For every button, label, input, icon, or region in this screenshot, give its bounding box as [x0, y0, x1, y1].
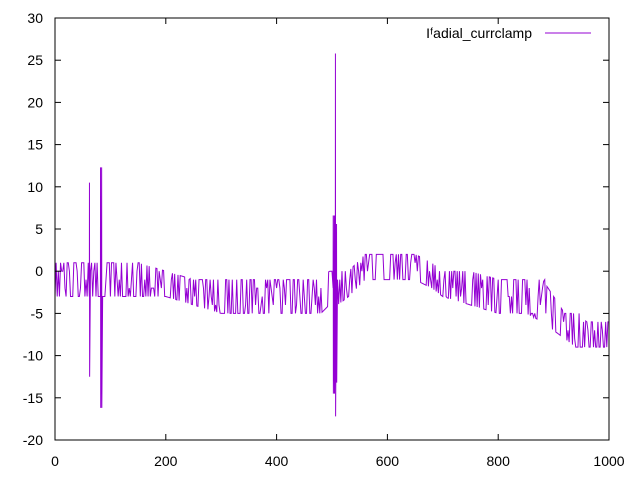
y-tick-label: 15: [27, 137, 43, 153]
x-tick-label: 400: [265, 453, 289, 469]
y-tick-label: 0: [35, 263, 43, 279]
y-tick-label: -20: [23, 432, 43, 448]
x-tick-label: 800: [487, 453, 511, 469]
y-tick-label: -5: [31, 305, 44, 321]
y-tick-label: 20: [27, 94, 43, 110]
series-line: [54, 53, 609, 417]
axes-layer: 0 200 400 600 800 1000 -20 -15 -10 -5 0 5 10 15 20 25 30: [23, 10, 625, 469]
y-tick-label: -10: [23, 348, 43, 364]
y-tick-label: 5: [35, 221, 43, 237]
y-tick-label: -15: [23, 390, 43, 406]
legend: Iᶠadial_currclamp: [426, 25, 591, 41]
series-layer: [54, 53, 609, 417]
x-tick-label: 0: [51, 453, 59, 469]
x-tick-label: 200: [154, 453, 178, 469]
x-tick-label: 600: [376, 453, 400, 469]
legend-label: Iᶠadial_currclamp: [426, 25, 532, 41]
y-tick-label: 30: [27, 10, 43, 26]
y-tick-label: 25: [27, 52, 43, 68]
plot-frame: [54, 17, 610, 441]
x-tick-label: 1000: [593, 453, 624, 469]
y-tick-label: 10: [27, 179, 43, 195]
